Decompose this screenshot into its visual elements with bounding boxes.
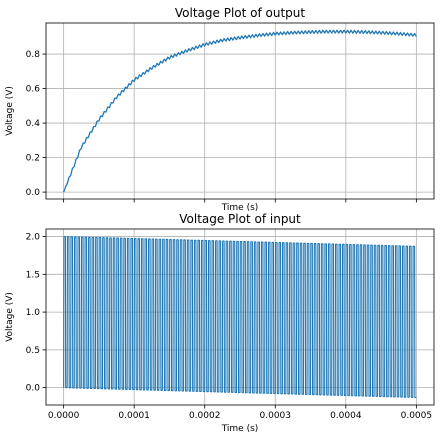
input-ylabel: Voltage (V) [5,292,15,342]
output-ytick-label: 0.2 [26,154,40,164]
output-ytick-label: 0.8 [26,50,41,60]
output-series-line [63,29,417,193]
output-ticks: 0.0 0.2 0.4 0.6 0.8 [26,50,417,203]
input-series [63,236,417,398]
output-ylabel: Voltage (V) [5,86,15,136]
input-xtick-label: 0.0004 [330,411,362,421]
output-ytick-label: 0.4 [26,119,41,129]
input-xtick-label: 0.0003 [260,411,292,421]
input-axes-frame [45,228,435,406]
input-series-line [63,236,417,398]
input-xlabel: Time (s) [221,424,259,434]
input-ticks: 0.0000 0.0001 0.0002 0.0003 0.0004 0.0005 0.0 0… [26,233,432,421]
output-ytick-label: 0.6 [26,85,41,95]
output-xlabel: Time (s) [221,203,259,213]
input-axes: 0.0000 0.0001 0.0002 0.0003 0.0004 0.0005 0.0 0… [5,212,435,434]
input-title: Voltage Plot of input [179,212,301,226]
output-ytick-label: 0.0 [26,188,41,198]
output-grid [46,23,434,199]
input-ytick-label: 1.0 [26,308,41,318]
output-axes: 0.0 0.2 0.4 0.6 0.8 Voltage Plot of output T… [5,6,435,213]
input-xtick-label: 0.0002 [189,411,221,421]
input-xtick-label: 0.0001 [118,411,150,421]
input-xtick-label: 0.0000 [48,411,80,421]
input-ytick-label: 0.0 [26,384,41,394]
output-axes-frame [45,22,435,200]
input-ytick-label: 1.5 [26,270,40,280]
output-title: Voltage Plot of output [175,6,306,20]
input-xtick-label: 0.0005 [401,411,433,421]
input-ytick-label: 0.5 [26,346,40,356]
input-ytick-label: 2.0 [26,233,41,243]
output-series [63,29,417,193]
